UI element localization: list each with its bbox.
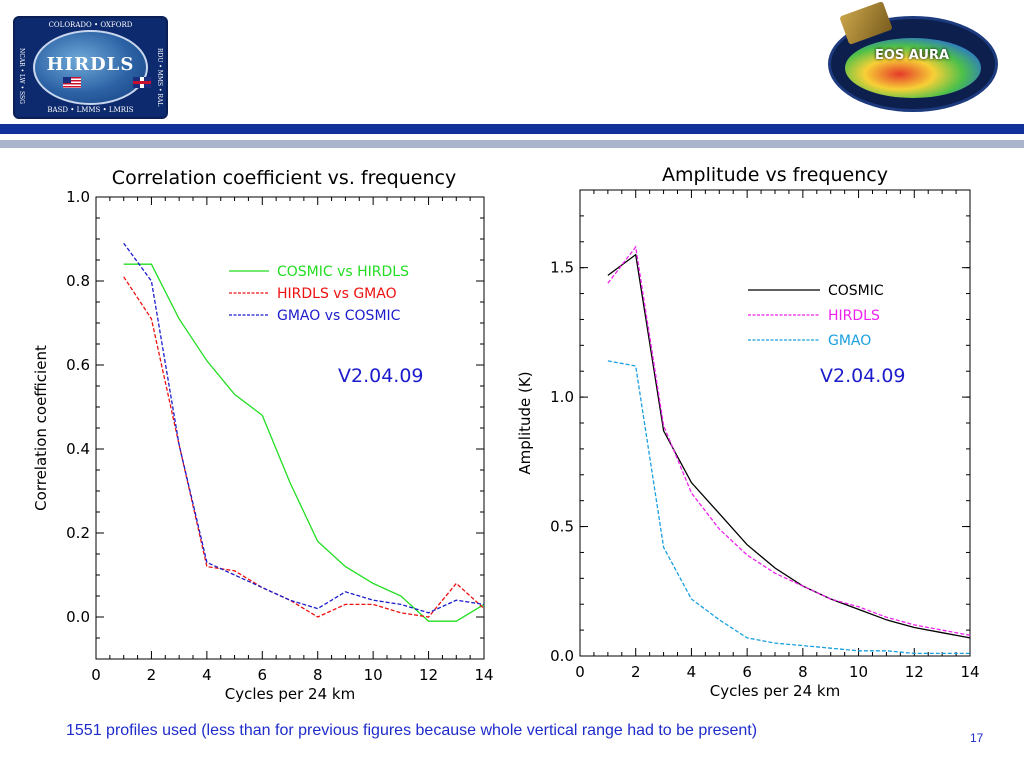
y-tick-label: 0.5 [550, 518, 574, 536]
series-line-3 [607, 360, 970, 655]
x-tick-label: 14 [474, 666, 493, 684]
x-tick-label: 10 [849, 663, 868, 681]
y-tick-label: 0.2 [66, 524, 90, 542]
header-divider-dark [0, 124, 1024, 134]
x-tick-label: 2 [631, 663, 641, 681]
y-axis-label: Amplitude (K) [516, 371, 534, 474]
version-annotation: V2.04.09 [820, 365, 906, 387]
legend-label: COSMIC vs HIRDLS [277, 264, 409, 280]
page-number: 17 [970, 731, 984, 745]
legend-label: GMAO vs COSMIC [277, 308, 401, 324]
earth-map-icon [845, 38, 981, 98]
x-tick-label: 0 [91, 666, 101, 684]
amplitude-chart: Amplitude vs frequency 0 2 4 6 8 10 12 14 0.0 0.5 1… [516, 164, 980, 700]
y-tick-label: 1.5 [550, 259, 574, 277]
y-tick-label: 0.4 [66, 440, 90, 458]
hirdls-logo: COLORADO • OXFORD NCAR • LW • SSG RDU • … [13, 16, 168, 119]
chart-title: Amplitude vs frequency [662, 164, 888, 186]
x-tick-label: 8 [798, 663, 808, 681]
us-flag-icon [63, 77, 81, 88]
plot-frame [579, 189, 971, 657]
chart-title: Correlation coefficient vs. frequency [112, 167, 456, 189]
y-tick-label: 1.0 [550, 388, 574, 406]
x-tick-label: 4 [687, 663, 697, 681]
x-tick-label: 2 [147, 666, 157, 684]
x-tick-label: 6 [258, 666, 268, 684]
x-tick-label: 4 [202, 666, 212, 684]
y-tick-label: 0.6 [66, 356, 90, 374]
y-tick-label: 0.0 [66, 608, 90, 626]
x-axis-label: Cycles per 24 km [710, 682, 840, 700]
y-axis-label: Correlation coefficient [32, 345, 50, 511]
x-tick-label: 8 [313, 666, 323, 684]
x-tick-label: 14 [960, 663, 979, 681]
uk-flag-icon [133, 77, 151, 88]
legend-label: COSMIC [828, 283, 884, 299]
y-tick-label: 1.0 [66, 188, 90, 206]
series-line-1 [607, 253, 971, 639]
series-line-2 [607, 245, 971, 636]
x-tick-label: 6 [742, 663, 752, 681]
series-line-2 [123, 276, 485, 618]
legend-label: HIRDLS [828, 308, 880, 324]
hirdls-logo-top-text: COLORADO • OXFORD [48, 21, 133, 29]
x-tick-label: 12 [905, 663, 924, 681]
x-tick-label: 12 [419, 666, 438, 684]
y-tick-label: 0.0 [550, 647, 574, 665]
eos-aura-logo: EOS AURA [823, 1, 1001, 116]
figure-caption: 1551 profiles used (less than for previo… [66, 722, 758, 739]
hirdls-logo-right-text: RDU • MMS • RAL [156, 48, 163, 107]
eos-aura-title: EOS AURA [874, 48, 950, 63]
x-axis-label: Cycles per 24 km [225, 685, 355, 703]
hirdls-logo-title: HIRDLS [46, 54, 135, 75]
x-tick-label: 0 [575, 663, 585, 681]
series-line-3 [123, 242, 485, 614]
legend-label: GMAO [828, 333, 871, 349]
legend-label: HIRDLS vs GMAO [277, 286, 397, 302]
hirdls-logo-left-text: NCAR • LW • SSG [18, 48, 25, 104]
x-tick-label: 10 [364, 666, 383, 684]
hirdls-logo-bottom-text: BASD • LMMS • LMRIS [47, 106, 134, 114]
series-line-1 [123, 263, 485, 622]
correlation-chart: Correlation coefficient vs. frequency 0 2 4… [32, 167, 494, 703]
version-annotation: V2.04.09 [338, 365, 424, 387]
hirdls-globe-icon: HIRDLS [33, 30, 148, 105]
header-divider-light [0, 140, 1024, 148]
y-tick-label: 0.8 [66, 272, 90, 290]
